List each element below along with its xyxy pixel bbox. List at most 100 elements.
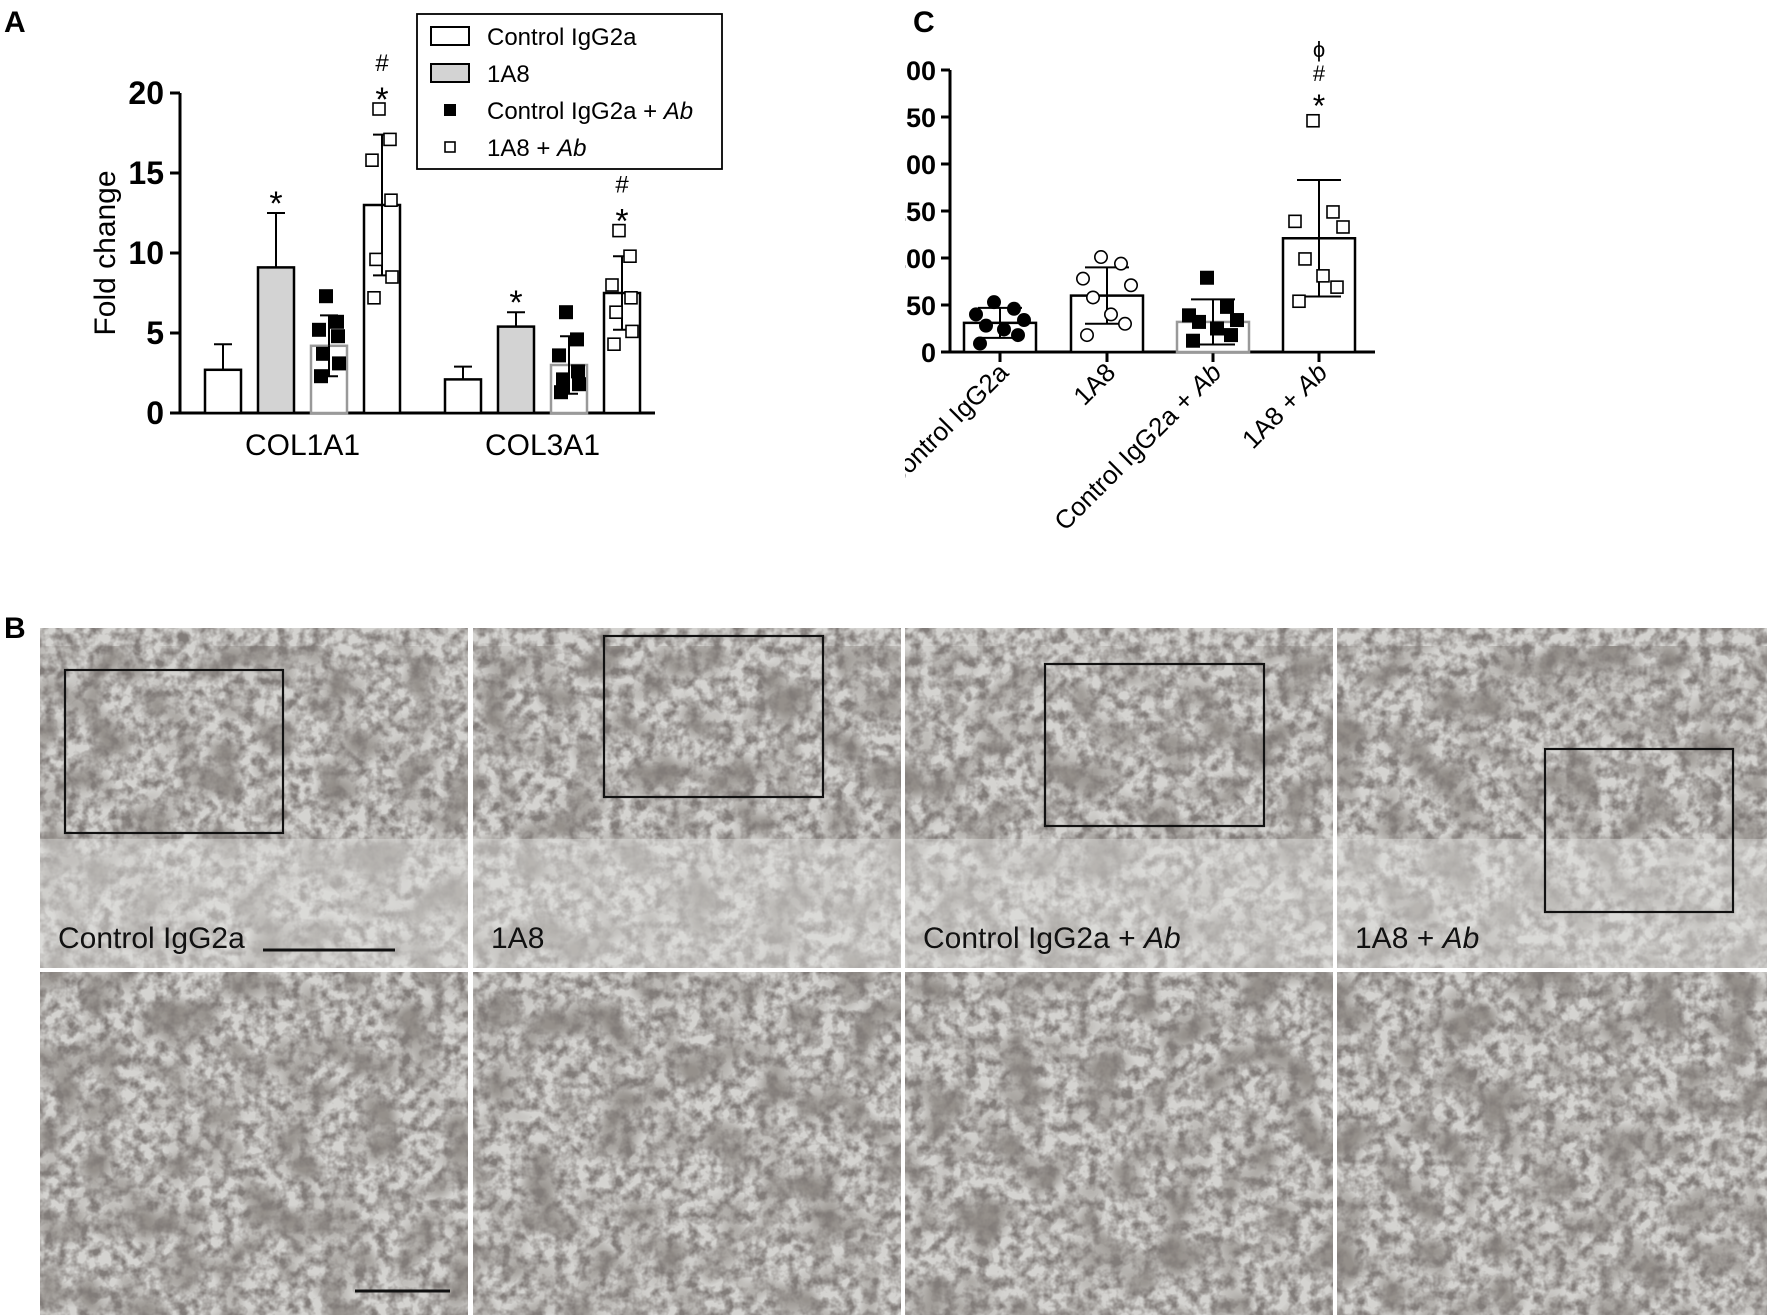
y-tick-label: 10 xyxy=(128,235,164,271)
chart-c-marks: *#ϕ xyxy=(962,37,1357,354)
micrograph-overview: 1A8 xyxy=(473,628,901,968)
significance-marker: * xyxy=(1313,88,1325,124)
y-tick-label: 0 xyxy=(921,338,936,368)
data-point xyxy=(1306,113,1320,128)
micrograph-overview: Control IgG2a xyxy=(40,628,468,968)
data-point xyxy=(1011,328,1025,343)
inset-box xyxy=(1043,662,1266,828)
data-point xyxy=(625,324,639,339)
micrograph-label: 1A8 + Ab xyxy=(1355,922,1479,955)
chart-a-legend: Control IgG2a 1A8 Control IgG2a + Ab 1A8 + … xyxy=(416,13,723,170)
tissue-fibers xyxy=(473,972,901,1315)
y-tick-label: 20 xyxy=(128,75,164,111)
y-tick-label: 5 xyxy=(146,315,164,351)
legend-label-text: 1A8 xyxy=(487,61,530,88)
data-point xyxy=(559,305,573,320)
data-point xyxy=(554,385,568,400)
legend-swatch xyxy=(444,104,456,116)
data-point xyxy=(570,332,584,347)
chart-c-collagen-intensity: 050100150200250300Collagen intensityCont… xyxy=(905,37,1375,536)
significance-marker: # xyxy=(375,50,389,77)
legend-label-text: Control IgG2a xyxy=(487,24,637,51)
chart-a-marks: * * * # * # xyxy=(203,50,642,415)
data-point xyxy=(624,290,638,305)
micrograph-label-text: Control IgG2a xyxy=(58,922,245,955)
data-point xyxy=(1076,271,1091,286)
data-point xyxy=(1326,205,1340,219)
micrograph-zoom xyxy=(905,972,1333,1315)
data-point xyxy=(1124,278,1139,293)
data-point xyxy=(612,223,626,238)
data-point xyxy=(1330,280,1344,294)
significance-marker: * xyxy=(269,185,282,223)
micrograph-label-italic: Ab xyxy=(1142,922,1181,955)
micrograph-label: Control IgG2a + Ab xyxy=(923,922,1181,955)
data-point xyxy=(572,377,586,392)
inset-box xyxy=(1543,747,1735,914)
y-tick-label: 100 xyxy=(905,244,936,274)
data-point xyxy=(1017,313,1031,328)
significance-marker: ϕ xyxy=(1313,37,1325,62)
data-point xyxy=(1118,316,1133,331)
data-point xyxy=(609,305,623,320)
tissue-fibers xyxy=(1337,972,1767,1315)
legend-swatch xyxy=(444,141,456,153)
data-point xyxy=(314,369,328,384)
chart-a-fold-change: Control IgG2a 1A8 Control IgG2a + Ab 1A8 + … xyxy=(89,13,723,462)
data-point xyxy=(1336,220,1350,234)
micrograph-zoom xyxy=(40,972,468,1315)
data-point xyxy=(979,318,993,333)
data-point xyxy=(372,102,386,116)
legend-label-italic: Ab xyxy=(555,135,586,162)
data-point xyxy=(312,322,326,337)
significance-marker: * xyxy=(375,81,388,119)
significance-marker: * xyxy=(615,203,628,241)
inset-box xyxy=(63,668,285,835)
micrograph-overview: Control IgG2a + Ab xyxy=(905,628,1333,968)
data-point xyxy=(383,132,397,147)
bar xyxy=(496,325,536,415)
data-point xyxy=(384,193,398,207)
data-point xyxy=(369,252,383,267)
data-point xyxy=(1316,269,1330,283)
tissue-fibers xyxy=(40,972,468,1315)
micrograph-label-italic: Ab xyxy=(1441,922,1480,955)
micrograph-label-text: 1A8 + xyxy=(1355,922,1443,955)
data-point xyxy=(1007,301,1021,316)
legend-label: 1A8 + Ab xyxy=(487,135,586,162)
data-point xyxy=(1298,252,1312,266)
data-point xyxy=(1230,313,1244,328)
data-point xyxy=(987,295,1001,310)
data-point xyxy=(1200,270,1214,285)
micrograph-zoom xyxy=(1337,972,1767,1315)
data-point xyxy=(1288,214,1302,229)
fat-region xyxy=(40,838,468,968)
data-point xyxy=(385,270,399,284)
legend-label: Control IgG2a + Ab xyxy=(487,98,693,125)
data-point xyxy=(1104,307,1119,322)
micrograph-zoom xyxy=(473,972,901,1315)
data-point xyxy=(1292,294,1306,309)
data-point xyxy=(1094,250,1109,265)
data-point xyxy=(1224,328,1238,343)
data-point xyxy=(552,348,566,363)
x-category-label: COL1A1 xyxy=(245,429,360,462)
panel-letter-a: A xyxy=(4,6,26,39)
y-tick-label: 15 xyxy=(128,155,164,191)
y-tick-label: 300 xyxy=(905,56,936,86)
significance-marker: # xyxy=(615,172,629,199)
tissue-fibers xyxy=(905,972,1333,1315)
data-point xyxy=(1210,321,1224,336)
y-tick-label: 250 xyxy=(905,103,936,133)
data-point xyxy=(365,153,379,167)
y-tick-label: 150 xyxy=(905,197,936,227)
y-axis-label: Fold change xyxy=(89,170,122,335)
legend-label-italic: Ab xyxy=(662,98,693,125)
fat-region xyxy=(473,838,901,968)
data-point xyxy=(332,356,346,371)
micrograph-label-text: Control IgG2a + xyxy=(923,922,1144,955)
micrograph-overview: 1A8 + Ab xyxy=(1337,628,1767,968)
significance-marker: * xyxy=(509,284,522,322)
data-point xyxy=(1086,290,1101,305)
